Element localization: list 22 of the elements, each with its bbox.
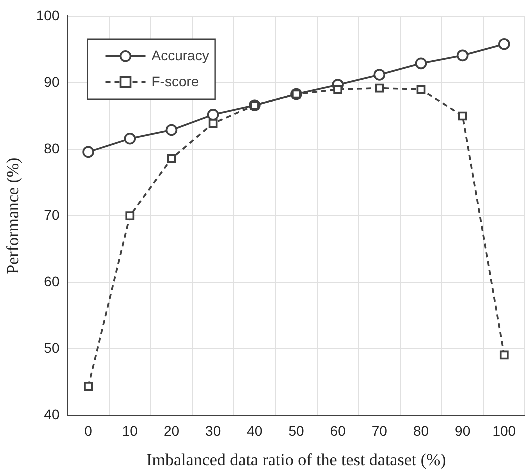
x-tick-label: 50 (288, 423, 304, 440)
legend-label: Accuracy (152, 47, 210, 64)
x-tick-label: 40 (247, 423, 263, 440)
x-tick-label: 90 (455, 423, 471, 440)
x-axis-title: Imbalanced data ratio of the test dataset (%) (146, 450, 446, 470)
y-tick-label: 60 (44, 274, 60, 290)
x-tick-label: 0 (84, 423, 93, 440)
y-tick-label: 40 (44, 406, 60, 423)
y-tick-label: 80 (44, 140, 60, 156)
x-tick-label: 70 (372, 423, 388, 440)
y-tick-label: 100 (36, 7, 60, 24)
y-tick-label: 50 (44, 340, 60, 356)
x-tick-label: 20 (164, 423, 180, 440)
y-tick-label: 70 (44, 206, 60, 223)
y-tick-label: 90 (44, 74, 60, 90)
x-tick-label: 10 (122, 423, 138, 440)
x-tick-label: 100 (492, 423, 516, 440)
x-tick-label: 30 (206, 423, 222, 440)
x-tick-label: 60 (330, 423, 346, 440)
legend-label: F-score (152, 73, 200, 90)
x-tick-label: 80 (413, 423, 430, 440)
y-axis-title: Performance (%) (4, 158, 23, 274)
